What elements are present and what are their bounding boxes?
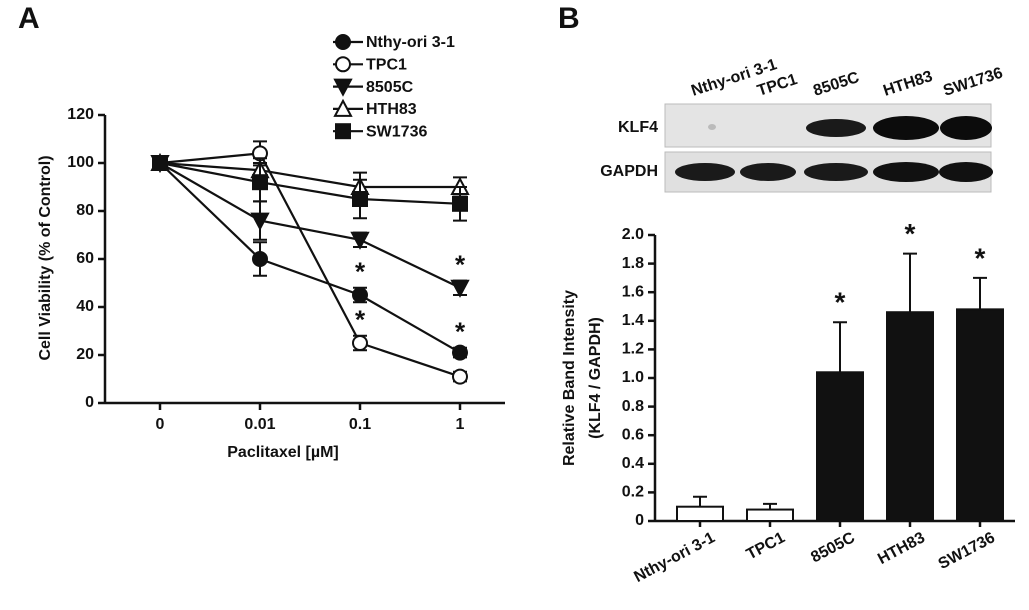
y-tick-label: 0 [635,512,644,529]
x-axis-label: Paclitaxel [µM] [227,444,338,461]
y-tick-label: 120 [67,106,94,123]
error-bar [833,321,847,373]
y-tick-label: 1.6 [622,283,644,300]
x-tick-label: 0.1 [349,416,371,433]
legend-label: Nthy-ori 3-1 [366,34,455,51]
x-tick-label: HTH83 [875,529,928,568]
data-point [152,155,168,171]
x-tick-label: SW1736 [936,529,998,573]
significance-mark: * [975,242,986,273]
series-line [159,162,461,354]
blot-row-label: GAPDH [600,163,658,180]
y-tick-label: 0.6 [622,426,644,443]
y-tick-label: 1.2 [622,341,644,358]
legend-label: TPC1 [366,57,407,74]
y-axis-label: (KLF4 / GAPDH) [587,317,604,439]
bar [816,371,864,522]
lane-label: SW1736 [941,65,1005,100]
data-point [452,195,468,212]
blot-band [873,162,939,182]
y-tick-label: 40 [76,298,94,315]
x-tick-label: 1 [456,416,465,433]
blot-band [675,163,735,181]
significance-mark: * [905,218,916,249]
bar [746,508,794,522]
blot-row-label: KLF4 [618,119,658,136]
panel-label: A [18,2,40,35]
bar [676,505,724,523]
legend-label: HTH83 [366,101,417,118]
y-axis-label: Cell Viability (% of Control) [37,155,54,360]
series-line [159,161,461,205]
data-point [452,344,468,361]
series-line [159,161,460,189]
y-tick-label: 1.8 [622,255,644,272]
y-axis-label: Relative Band Intensity [561,290,578,466]
series-line [159,152,461,378]
legend-label: SW1736 [366,123,427,140]
blot-band [740,163,796,181]
error-bar [973,276,987,310]
bar [956,308,1004,522]
y-tick-label: 0.2 [622,484,644,501]
data-point [352,335,368,351]
panel-label: B [558,2,580,35]
y-tick-label: 0 [85,394,94,411]
significance-mark: * [455,317,466,347]
legend-marker [335,34,351,50]
legend-marker [335,56,351,73]
data-point [252,251,268,267]
y-tick-label: 0.8 [622,398,644,415]
y-tick-label: 0.4 [622,455,644,472]
bar [886,311,934,522]
y-tick-label: 100 [67,154,94,171]
significance-mark: * [355,257,366,287]
blot-band [940,116,992,140]
legend-marker [333,98,353,117]
blot-band [806,119,866,137]
y-tick-label: 20 [76,346,94,363]
blot-band [939,162,993,182]
legend-marker [333,78,353,97]
x-tick-label: Nthy-ori 3-1 [631,529,718,586]
data-point [250,212,270,231]
data-point [350,231,370,250]
lane-label: HTH83 [881,68,935,100]
y-tick-label: 60 [76,250,94,267]
y-tick-label: 80 [76,202,94,219]
blot-band [804,163,868,181]
data-point [252,174,268,191]
data-point [450,279,470,298]
lane-label: 8505C [811,69,862,100]
error-bar [903,252,917,313]
data-point [352,191,368,207]
y-tick-label: 1.0 [622,369,644,386]
western-blot: KLF4 GAPDH Nthy-ori 3-1 TPC1 8505C HTH83… [600,56,1005,193]
data-point [452,368,468,385]
significance-mark: * [835,287,846,318]
blot-band [873,116,939,140]
legend-label: 8505C [366,79,414,96]
series-line [159,162,461,289]
y-tick-label: 2.0 [622,226,644,243]
blot-band [708,124,716,130]
x-tick-label: 0 [156,416,165,433]
x-tick-label: 0.01 [244,416,275,433]
y-tick-label: 1.4 [622,312,644,329]
x-tick-label: 8505C [808,529,858,566]
significance-mark: * [355,305,366,335]
data-point [352,287,368,303]
significance-mark: * [455,341,466,371]
error-bar [693,495,707,507]
significance-mark: * [455,249,466,279]
legend-marker [335,123,351,140]
x-tick-label: TPC1 [744,529,788,563]
